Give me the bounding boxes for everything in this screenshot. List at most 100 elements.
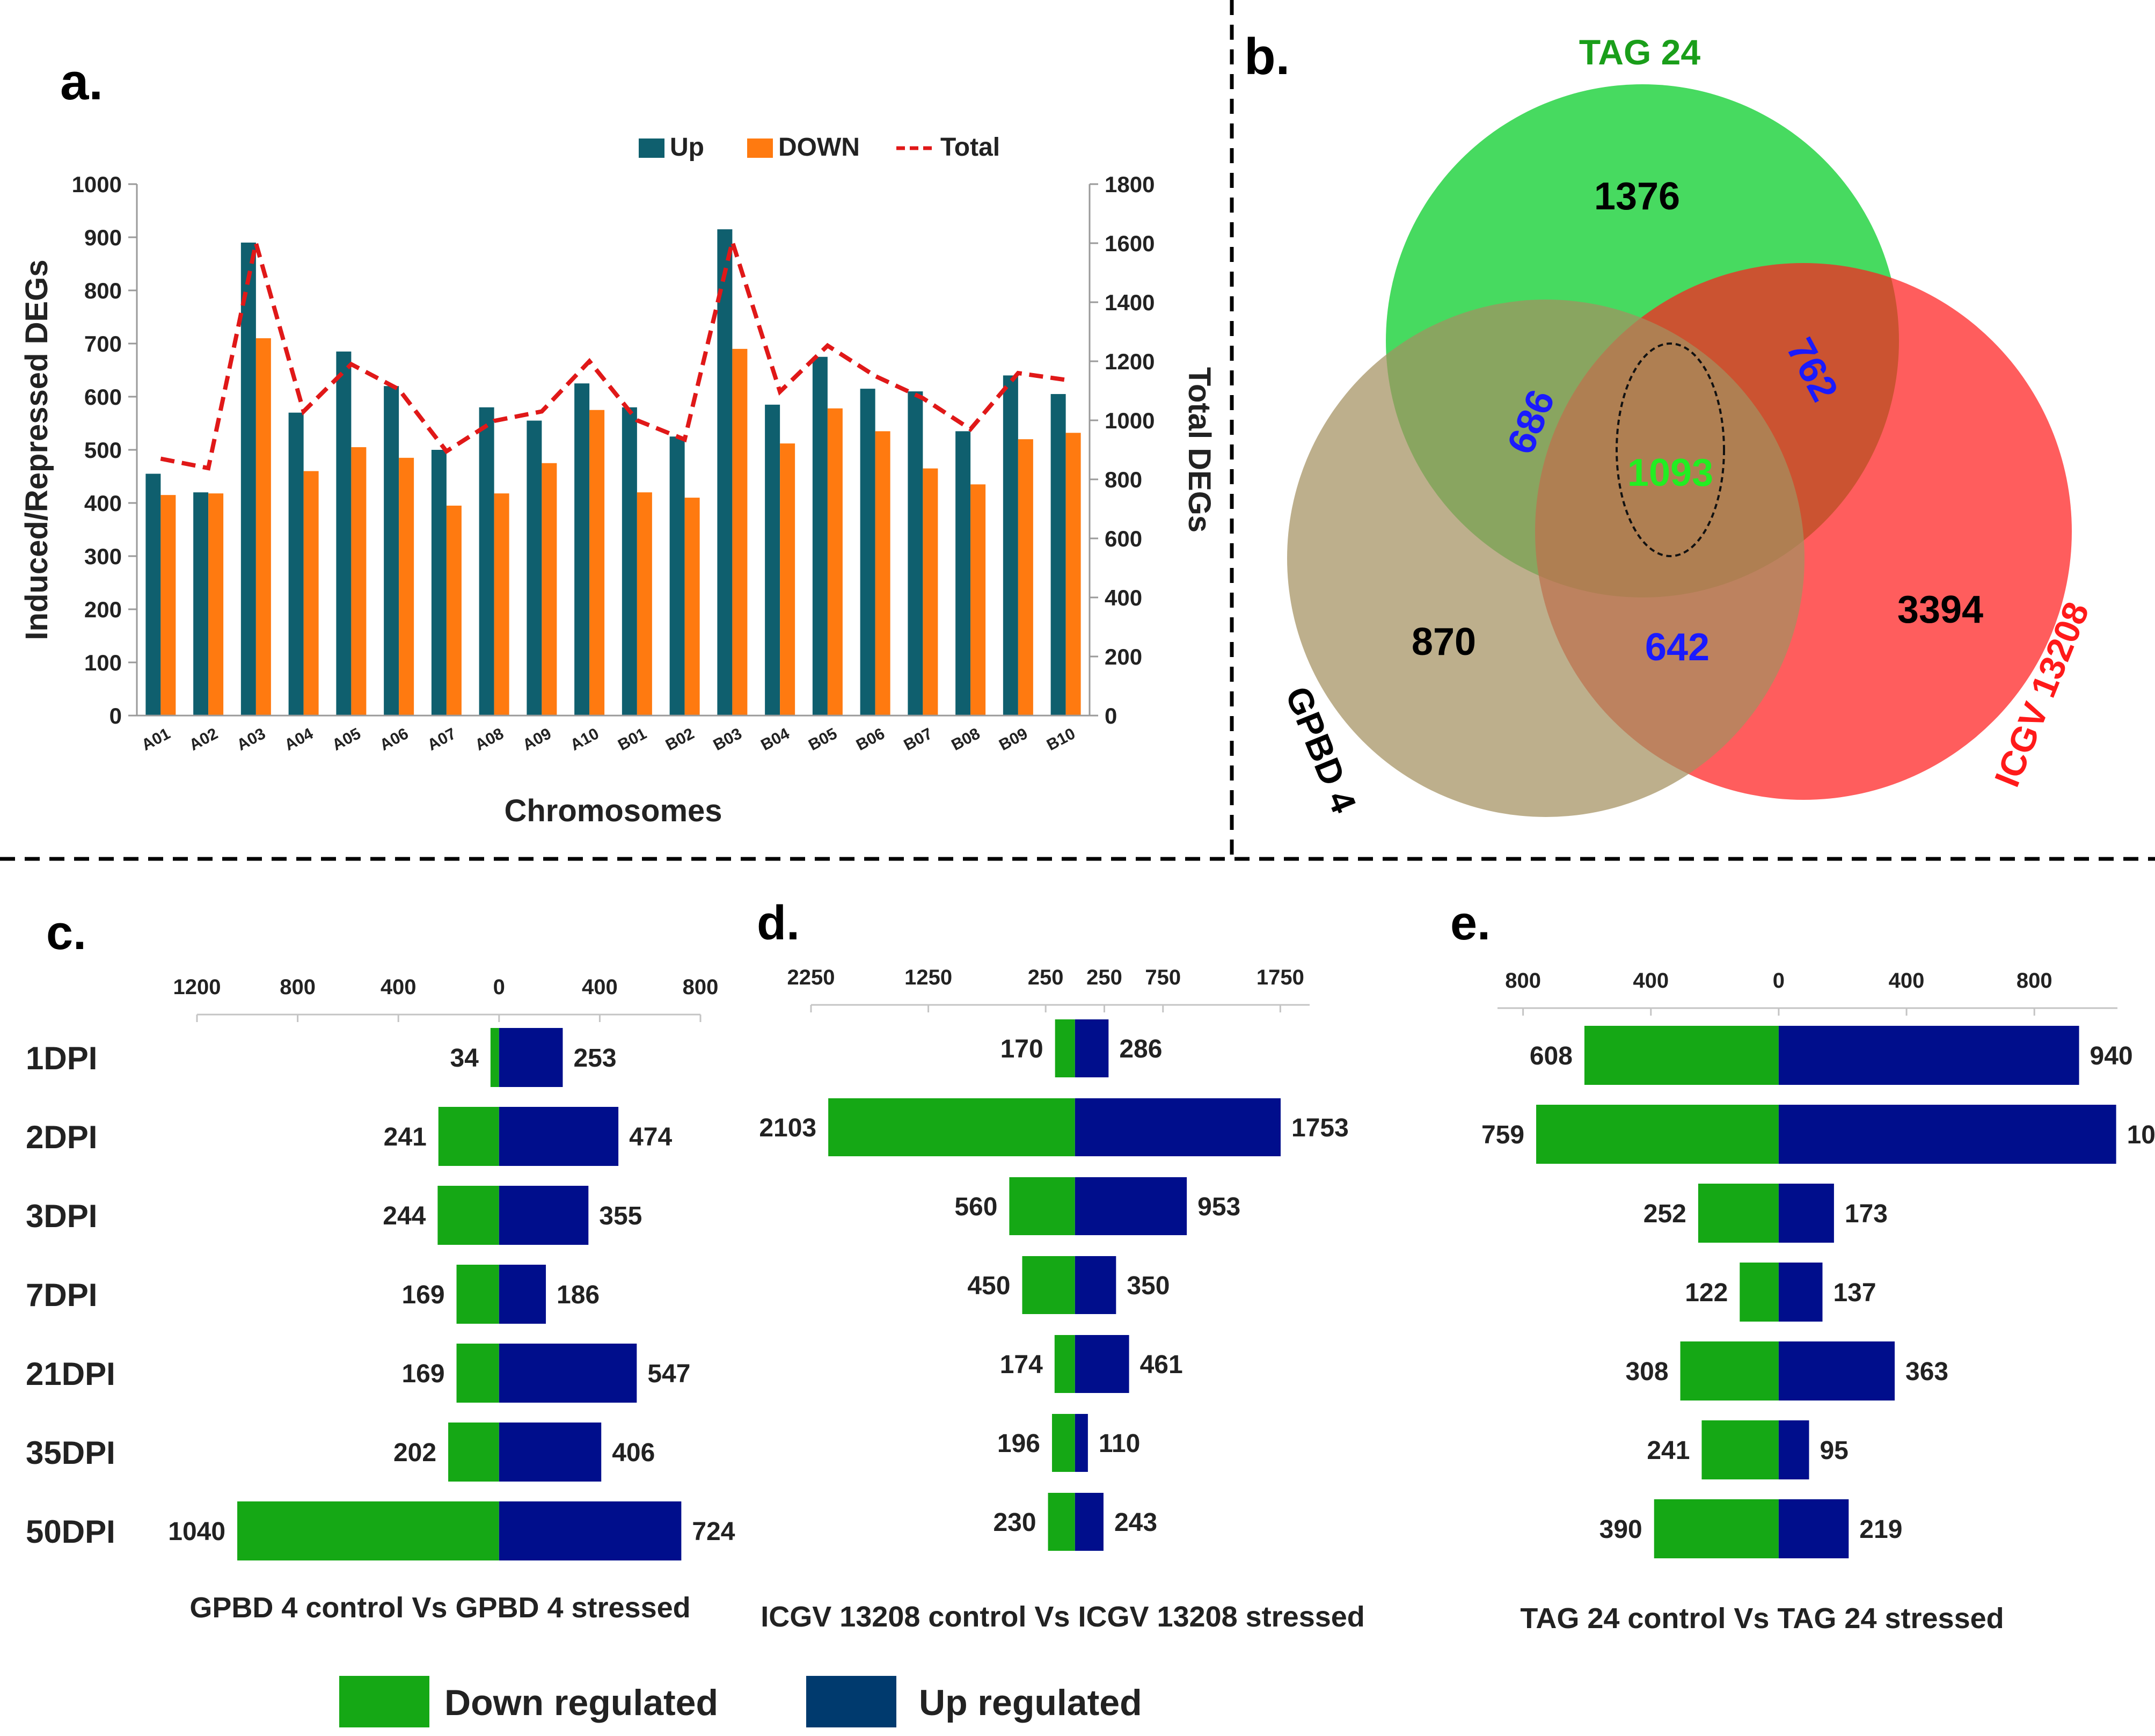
axis-tick-label: 1750 bbox=[1257, 966, 1304, 989]
bar-up-50DPI bbox=[499, 1501, 682, 1560]
gpbd4-dpi-chart: 1200 800 400 0 400 800 1DPI 34 253 2DPI 241 474 3DPI… bbox=[26, 975, 735, 1624]
value-label-up: 350 bbox=[1127, 1272, 1170, 1300]
x-tick-label: B09 bbox=[996, 725, 1031, 754]
bar-up-B02 bbox=[669, 436, 685, 716]
bar-up-50DPI bbox=[1075, 1493, 1104, 1551]
bar-down-1DPI bbox=[1584, 1026, 1779, 1085]
legend-swatch-up bbox=[639, 138, 664, 158]
bar-up-A06 bbox=[384, 386, 399, 716]
panel-label-b: b. bbox=[1244, 28, 1290, 85]
value-label-down: 1040 bbox=[168, 1518, 225, 1546]
chart-title: GPBD 4 control Vs GPBD 4 stressed bbox=[189, 1592, 690, 1624]
bar-up-B10 bbox=[1050, 394, 1066, 716]
bar-down-7DPI bbox=[1022, 1256, 1075, 1314]
bar-down-50DPI bbox=[1048, 1493, 1075, 1551]
bar-up-A07 bbox=[431, 450, 447, 716]
panel-label-c: c. bbox=[46, 906, 86, 960]
value-label-up: 355 bbox=[599, 1202, 642, 1230]
venn-value-all-three: 1093 bbox=[1627, 451, 1713, 494]
bar-down-2DPI bbox=[828, 1098, 1075, 1156]
bar-up-35DPI bbox=[499, 1423, 602, 1482]
value-label-up: 253 bbox=[573, 1044, 616, 1073]
value-label-down: 196 bbox=[997, 1429, 1040, 1458]
row-label-7DPI: 7DPI bbox=[26, 1277, 97, 1313]
bar-down-1DPI bbox=[490, 1028, 499, 1087]
bar-up-A03 bbox=[240, 242, 256, 716]
bar-down-B04 bbox=[780, 443, 795, 716]
value-label-up: 186 bbox=[557, 1281, 600, 1309]
value-label-up: 1056 bbox=[2127, 1121, 2155, 1149]
y2-tick-label: 0 bbox=[1105, 703, 1117, 728]
bar-up-21DPI bbox=[499, 1344, 637, 1403]
y-tick-label: 700 bbox=[84, 331, 122, 356]
value-label-down: 122 bbox=[1685, 1279, 1728, 1307]
axis-tick-label: 0 bbox=[493, 975, 505, 999]
bar-up-3DPI bbox=[1778, 1184, 1834, 1243]
bar-up-3DPI bbox=[499, 1186, 589, 1245]
x-axis-title: Chromosomes bbox=[504, 793, 722, 828]
x-tick-label: A02 bbox=[186, 725, 221, 754]
y2-axis-title: Total DEGs bbox=[1182, 367, 1217, 533]
bar-down-B02 bbox=[684, 498, 700, 716]
x-tick-label: B01 bbox=[615, 725, 649, 754]
bar-up-A08 bbox=[479, 407, 494, 716]
axis-tick-label: 2250 bbox=[787, 966, 835, 989]
value-label-down: 34 bbox=[450, 1044, 479, 1073]
regulation-legend: Down regulated Up regulated bbox=[339, 1676, 1142, 1727]
x-tick-label: B10 bbox=[1044, 725, 1078, 754]
x-tick-label: B05 bbox=[806, 725, 840, 754]
y2-tick-label: 1800 bbox=[1105, 172, 1155, 197]
bar-down-2DPI bbox=[1536, 1105, 1779, 1164]
y2-tick-label: 1000 bbox=[1105, 408, 1155, 433]
bar-down-A03 bbox=[255, 338, 271, 716]
bar-up-B09 bbox=[1003, 375, 1018, 716]
y2-tick-label: 400 bbox=[1105, 585, 1142, 610]
value-label-down: 241 bbox=[384, 1123, 427, 1151]
y-tick-label: 300 bbox=[84, 544, 122, 569]
x-tick-label: A09 bbox=[520, 725, 554, 754]
total-line bbox=[160, 234, 1066, 471]
legend-swatch-down bbox=[339, 1676, 429, 1727]
bar-down-7DPI bbox=[1740, 1263, 1779, 1322]
venn-value-tag-only: 1376 bbox=[1594, 175, 1680, 218]
row-label-1DPI: 1DPI bbox=[26, 1040, 97, 1076]
bar-up-A04 bbox=[288, 412, 304, 716]
bar-down-A04 bbox=[303, 471, 319, 716]
bar-down-7DPI bbox=[456, 1265, 499, 1324]
row-label-2DPI: 2DPI bbox=[26, 1119, 97, 1155]
chromosome-deg-chart: 0 100 200 300 400 500 600 700 800 900 1000 0 200 400 6… bbox=[19, 133, 1217, 828]
y-tick-label: 800 bbox=[84, 278, 122, 303]
y-axis-title: Induced/Repressed DEGs bbox=[19, 259, 54, 640]
value-label-down: 252 bbox=[1643, 1200, 1686, 1228]
bar-up-7DPI bbox=[499, 1265, 546, 1324]
bar-down-B06 bbox=[875, 431, 890, 716]
legend-label-down: DOWN bbox=[778, 133, 860, 162]
y-tick-label: 1000 bbox=[72, 172, 122, 197]
value-label-down: 202 bbox=[393, 1439, 436, 1467]
tag24-dpi-chart: 800 400 0 400 800 608 940 759 1056 252 173 122 137 30… bbox=[1481, 969, 2155, 1635]
bar-up-3DPI bbox=[1075, 1177, 1187, 1235]
bar-down-A08 bbox=[494, 493, 509, 716]
bar-down-50DPI bbox=[1654, 1499, 1779, 1558]
y2-tick-label: 1400 bbox=[1105, 290, 1155, 315]
value-label-down: 241 bbox=[1647, 1436, 1690, 1465]
value-label-up: 1753 bbox=[1291, 1114, 1349, 1142]
value-label-up: 547 bbox=[647, 1360, 690, 1388]
bar-up-B01 bbox=[622, 407, 637, 716]
row-label-3DPI: 3DPI bbox=[26, 1198, 97, 1234]
x-tick-label: A06 bbox=[377, 725, 411, 754]
bar-down-B05 bbox=[827, 408, 843, 716]
legend-label-down: Down regulated bbox=[444, 1682, 718, 1723]
value-label-down: 169 bbox=[401, 1281, 444, 1309]
bar-down-21DPI bbox=[456, 1344, 499, 1403]
value-label-up: 461 bbox=[1140, 1351, 1183, 1379]
x-tick-label: A05 bbox=[330, 725, 364, 754]
value-label-up: 724 bbox=[692, 1518, 735, 1546]
bar-down-50DPI bbox=[237, 1501, 499, 1560]
bar-up-B03 bbox=[717, 229, 733, 716]
bar-up-7DPI bbox=[1778, 1263, 1823, 1322]
y-tick-label: 900 bbox=[84, 225, 122, 250]
bar-down-3DPI bbox=[1698, 1184, 1779, 1243]
value-label-down: 308 bbox=[1625, 1358, 1668, 1386]
bar-up-A09 bbox=[527, 420, 542, 716]
